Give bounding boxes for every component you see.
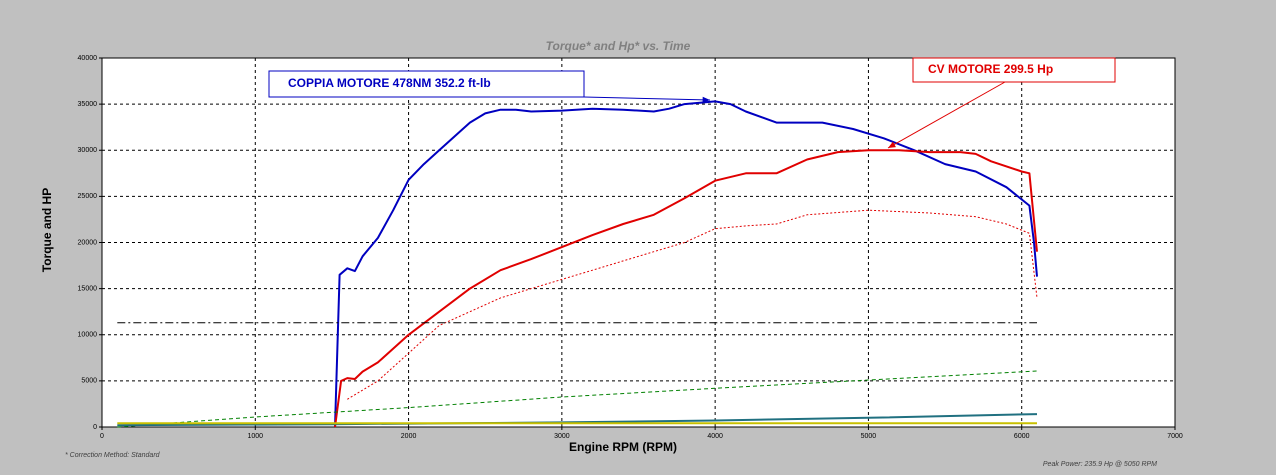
annotation-box	[268, 70, 585, 98]
x-axis-label: Engine RPM (RPM)	[569, 440, 677, 454]
data-line	[334, 100, 1038, 428]
y-tick-label: 0	[93, 424, 97, 431]
y-axis-label: Torque and HP	[40, 188, 54, 272]
data-line	[117, 413, 1038, 427]
data-line	[334, 149, 1038, 428]
peak-note: Peak Power: 235.9 Hp @ 5050 RPM	[1043, 461, 1157, 468]
annotation-text: CV MOTORE 299.5 Hp	[928, 62, 1053, 76]
x-tick-label: 1000	[247, 433, 263, 440]
annotation-arrow	[583, 96, 711, 101]
y-tick-label: 5000	[81, 378, 97, 385]
y-tick-label: 25000	[78, 193, 98, 200]
x-tick-label: 5000	[861, 433, 877, 440]
x-tick-label: 2000	[401, 433, 417, 440]
y-tick-label: 30000	[78, 147, 98, 154]
x-tick-label: 7000	[1167, 433, 1183, 440]
annotation-box	[912, 57, 1116, 83]
x-tick-label: 3000	[554, 433, 570, 440]
y-tick-label: 20000	[78, 239, 98, 246]
x-tick-label: 4000	[707, 433, 723, 440]
y-tick-label: 40000	[78, 55, 98, 62]
annotation-arrow	[887, 81, 1006, 149]
annotation-arrowhead	[888, 141, 896, 148]
data-line	[347, 209, 1038, 400]
x-tick-label: 0	[100, 433, 104, 440]
y-tick-label: 35000	[78, 101, 98, 108]
x-tick-label: 6000	[1014, 433, 1030, 440]
y-tick-label: 15000	[78, 285, 98, 292]
annotation-text: COPPIA MOTORE 478NM 352.2 ft-lb	[288, 76, 491, 90]
chart-title: Torque* and Hp* vs. Time	[546, 39, 691, 53]
footnote: * Correction Method: Standard	[65, 452, 161, 459]
data-line	[117, 370, 1038, 428]
y-tick-label: 10000	[78, 332, 98, 339]
annotation-arrowhead	[702, 96, 710, 103]
